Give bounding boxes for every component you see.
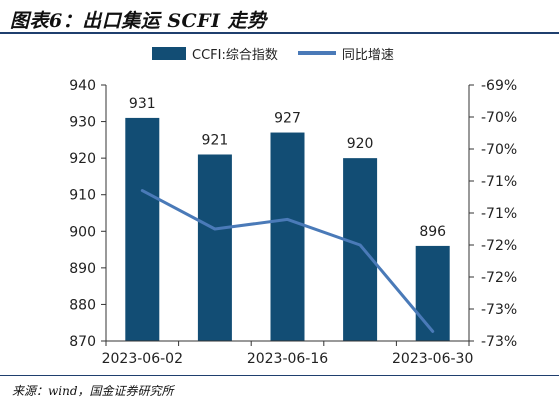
chart-legend: CCFI:综合指数 同比增速 [152,44,394,63]
y-right-tick-label: -70% [481,142,517,158]
y-right-tick-label: -71% [481,174,517,190]
line-series-yoy [140,189,435,333]
y-left-tick-label: 920 [69,151,96,167]
bar-2023-06-02 [125,117,160,341]
y-right-tick-label: -72% [481,270,517,286]
legend-swatch-bar [152,46,186,60]
y-right-tick-label: -72% [481,238,517,254]
legend-label-bar: CCFI:综合指数 [192,47,278,63]
bar-data-label: 927 [274,111,301,127]
bar-data-label: 921 [202,132,229,148]
bar-2023-06-23 [343,158,378,341]
y-right-tick-label: -73% [481,302,517,318]
bar-2023-06-16 [270,132,305,341]
y-left-tick-label: 900 [69,224,96,240]
y-right-tick-label: -73% [481,334,517,350]
y-left-tick-label: 880 [69,297,96,313]
source-note: 来源：wind，国金证券研究所 [12,384,174,398]
labels-layer: 931 921 927 920 896 870 880 890 900 910 920 930 940 -… [69,78,517,367]
bottom-rule [0,375,559,376]
bar-data-label: 896 [419,224,446,240]
bar-2023-06-30 [415,245,450,341]
line-layer [140,189,435,333]
y-left-tick-label: 940 [69,78,96,94]
y-left-tick-label: 930 [69,115,96,131]
y-right-tick-label: -69% [481,78,517,94]
x-tick-label: 2023-06-30 [392,351,473,367]
axes-layer [101,84,474,346]
bars-layer [125,117,450,341]
y-left-tick-label: 910 [69,188,96,204]
x-tick-label: 2023-06-16 [247,351,328,367]
bar-data-label: 920 [347,136,374,152]
legend-swatch-line [297,51,336,55]
figure-title: 图表6：出口集运 SCFI 走势 [10,10,267,32]
y-left-tick-label: 870 [69,334,96,350]
y-right-tick-label: -71% [481,206,517,222]
y-left-tick-label: 890 [69,261,96,277]
top-rule [0,32,559,34]
legend-label-line: 同比增速 [341,47,394,63]
y-right-tick-label: -70% [481,110,517,126]
x-tick-label: 2023-06-02 [102,351,183,367]
bar-2023-06-09 [197,154,232,341]
bar-data-label: 931 [129,96,156,112]
